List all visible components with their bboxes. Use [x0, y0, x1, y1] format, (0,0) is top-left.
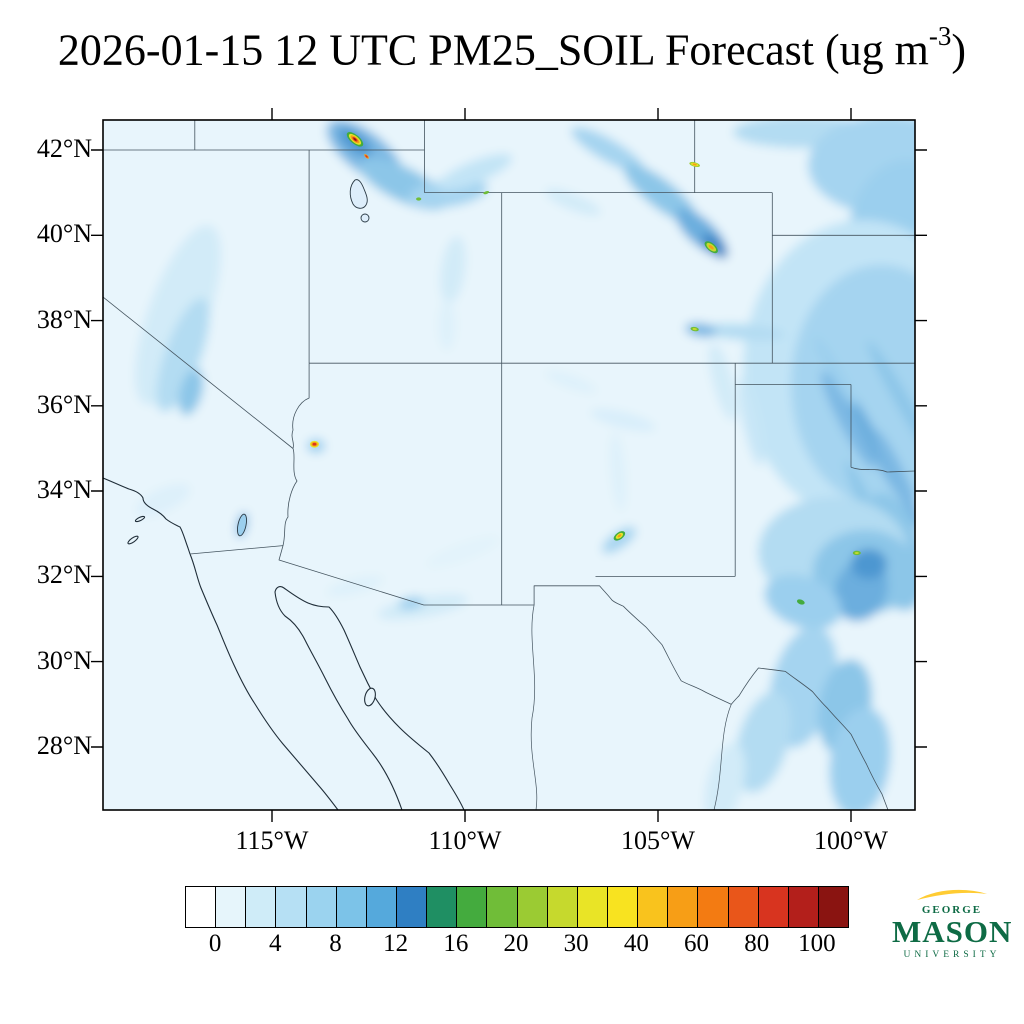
dust-hotspot — [690, 326, 699, 332]
colorbar-tick-label: 80 — [744, 930, 770, 957]
colorbar-tick-label: 60 — [684, 930, 710, 957]
colorbar-tick-label: 30 — [563, 930, 589, 957]
page-title: 2026-01-15 12 UTC PM25_SOIL Forecast (ug… — [0, 21, 1024, 75]
title-close: ) — [951, 25, 967, 75]
channel-island — [134, 515, 146, 523]
lat-tick-label: 42°N — [36, 134, 92, 163]
logo-george-text: GEORGE — [921, 904, 983, 916]
colorbar-tick-label: 4 — [269, 930, 282, 957]
lat-tick-label: 38°N — [36, 305, 92, 334]
lat-tick-label: 40°N — [36, 219, 92, 248]
dust-hotspot — [309, 440, 319, 448]
lakes — [237, 179, 370, 537]
colorbar-cell — [788, 887, 819, 927]
colorbar-cell — [246, 887, 277, 927]
state-borders — [103, 120, 915, 810]
colorbar-cell — [487, 887, 518, 927]
dust-hotspot — [613, 531, 626, 541]
utah-lake — [360, 213, 370, 223]
lat-tick-label: 36°N — [36, 390, 92, 419]
colorbar-cell — [336, 887, 367, 927]
tiburon-island — [364, 687, 376, 707]
colorbar-tick-label: 20 — [503, 930, 529, 957]
colorbar-tick-label: 100 — [798, 930, 836, 957]
tick-marks — [91, 108, 927, 822]
dust-hotspot — [416, 197, 422, 201]
colorbar-cell — [638, 887, 669, 927]
lon-tick-label: 115°W — [235, 826, 309, 855]
logo-swoosh-icon — [917, 889, 987, 900]
lon-tick-label: 105°W — [621, 826, 695, 855]
colorbar-cell — [366, 887, 397, 927]
colorbar-cell — [547, 887, 578, 927]
lon-tick-label: 110°W — [428, 826, 502, 855]
colorbar-cell — [216, 887, 247, 927]
colorbar-cell — [698, 887, 729, 927]
lat-tick-label: 32°N — [36, 560, 92, 589]
dust-hotspot — [796, 599, 805, 605]
coastlines — [103, 477, 465, 810]
colorbar-tick-label: 0 — [208, 930, 222, 957]
colorbar-cell — [607, 887, 639, 927]
gulf-of-california-coast — [274, 586, 465, 810]
us-mexico-border — [189, 545, 889, 810]
title-exponent: -3 — [928, 21, 952, 51]
great-salt-lake — [349, 179, 368, 209]
dust-hotspot — [852, 550, 861, 556]
colorbar-cell — [818, 887, 849, 927]
logo-university-text: UNIVERSITY — [903, 950, 1001, 960]
lat-tick-label: 34°N — [36, 475, 92, 504]
colorbar-cell — [758, 887, 789, 927]
dust-hotspot — [364, 154, 369, 159]
forecast-map — [91, 108, 927, 822]
colorbar-tick-label: 8 — [329, 930, 342, 957]
mason-logo: GEORGE MASON UNIVERSITY — [892, 886, 1012, 960]
colorbar-cell — [427, 887, 458, 927]
colorbar-cell — [276, 887, 307, 927]
colorbar-cell — [396, 887, 428, 927]
colorbar — [185, 886, 849, 928]
mexican-state-borders — [530, 604, 732, 810]
colorbar-cell — [668, 887, 699, 927]
colorbar-cell — [517, 887, 548, 927]
baja-pacific-coast — [189, 553, 339, 810]
colorbar-cell — [186, 887, 217, 927]
channel-island — [127, 535, 139, 545]
colorbar-cell — [728, 887, 759, 927]
colorbar-tick-label: 12 — [383, 930, 409, 957]
salton-sea — [237, 513, 247, 537]
dust-hotspot — [346, 132, 364, 147]
lat-tick-label: 28°N — [36, 731, 92, 760]
colorbar-tick-label: 40 — [623, 930, 649, 957]
lat-tick-label: 30°N — [36, 646, 92, 675]
dust-hotspots — [309, 132, 861, 605]
dust-concentration-field — [103, 120, 915, 810]
logo-mason-text: MASON — [892, 914, 1013, 949]
dust-hotspot — [483, 190, 490, 195]
colorbar-tick-label: 16 — [443, 930, 469, 957]
california-coast — [103, 477, 191, 555]
colorbar-cell — [577, 887, 608, 927]
colorbar-cell — [306, 887, 337, 927]
lon-tick-label: 100°W — [814, 826, 888, 855]
dust-hotspot — [689, 161, 701, 168]
colorbar-cell — [457, 887, 488, 927]
dust-hotspot — [704, 241, 718, 254]
map-frame — [102, 119, 916, 811]
title-main: 2026-01-15 12 UTC PM25_SOIL Forecast (ug… — [57, 25, 929, 75]
